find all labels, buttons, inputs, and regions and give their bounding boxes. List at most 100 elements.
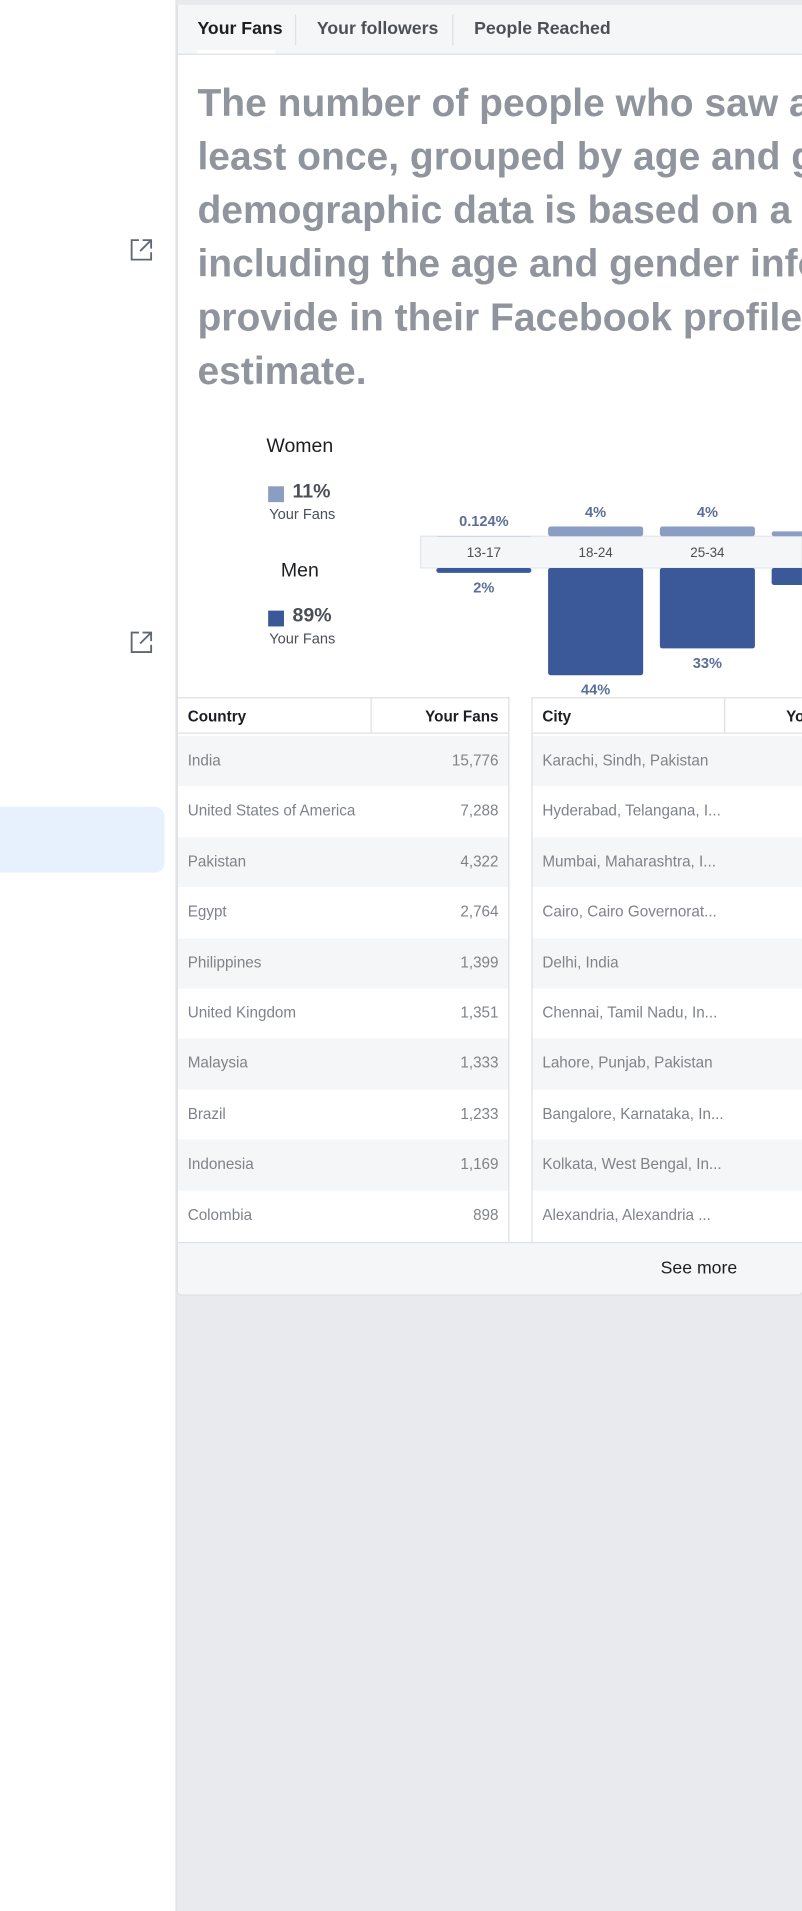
column-header: City bbox=[542, 708, 572, 726]
fan-count: 898 bbox=[473, 1206, 499, 1224]
country-name: Brazil bbox=[187, 1105, 226, 1123]
table-row bbox=[531, 887, 802, 938]
table-gap-border bbox=[508, 697, 510, 1242]
city-name: Karachi, Sindh, Pakistan bbox=[542, 751, 709, 770]
sidebar bbox=[0, 0, 177, 1911]
table-row bbox=[531, 736, 802, 787]
bar bbox=[771, 567, 802, 586]
country-name: Indonesia bbox=[187, 1155, 254, 1173]
value-label: 33% bbox=[693, 656, 722, 672]
bar bbox=[548, 567, 644, 676]
bar bbox=[771, 531, 802, 537]
description-line: least once, grouped by age and ge bbox=[197, 134, 802, 178]
value-label: 0.124% bbox=[459, 514, 509, 530]
bar bbox=[659, 526, 755, 537]
country-name: United States of America bbox=[187, 802, 356, 820]
description-line: demographic data is based on a n bbox=[197, 187, 802, 232]
city-name: Kolkata, West Bengal, In... bbox=[542, 1155, 722, 1173]
country-table-header-divider bbox=[370, 697, 372, 733]
selected-nav-item[interactable] bbox=[0, 806, 165, 873]
table-row bbox=[177, 1038, 510, 1090]
category-label: 13-17 bbox=[467, 545, 501, 560]
fan-count: 1,233 bbox=[460, 1105, 499, 1123]
fan-count: 1,333 bbox=[460, 1054, 499, 1072]
tab[interactable]: Your followers bbox=[316, 19, 439, 40]
city-table-header-divider bbox=[723, 697, 726, 733]
tab[interactable]: Your Fans bbox=[197, 19, 283, 40]
tab-underline bbox=[197, 49, 276, 54]
external-link-icon[interactable] bbox=[129, 238, 153, 262]
country-name: Pakistan bbox=[187, 852, 247, 870]
fan-count: 15,776 bbox=[451, 751, 499, 770]
fan-count: 2,764 bbox=[460, 903, 499, 921]
see-more-link[interactable]: See more bbox=[660, 1259, 738, 1279]
legend-swatch bbox=[268, 486, 284, 503]
city-name: Mumbai, Maharashtra, I... bbox=[542, 852, 716, 870]
city-name: Alexandria, Alexandria ... bbox=[542, 1206, 711, 1224]
table-row bbox=[531, 1089, 802, 1140]
tab-bar bbox=[177, 4, 802, 55]
bar bbox=[548, 526, 644, 537]
city-name: Cairo, Cairo Governorat... bbox=[542, 903, 717, 921]
legend-swatch bbox=[268, 610, 284, 627]
country-name: Colombia bbox=[187, 1206, 253, 1224]
fan-count: 1,351 bbox=[460, 1004, 499, 1022]
description-line: estimate. bbox=[197, 348, 367, 393]
fan-count: 7,288 bbox=[460, 802, 499, 820]
table-row bbox=[531, 988, 802, 1039]
column-header: Your Fans bbox=[425, 708, 499, 726]
fan-count: 1,399 bbox=[460, 953, 499, 971]
country-name: India bbox=[187, 751, 221, 770]
city-name: Chennai, Tamil Nadu, In... bbox=[542, 1004, 718, 1022]
table-row bbox=[177, 937, 510, 989]
table-row bbox=[177, 1089, 510, 1140]
tab-separator bbox=[452, 14, 454, 46]
column-header: Your Fans bbox=[786, 708, 802, 726]
card: Your Fans Your followers People Reached The… bbox=[176, 4, 802, 1296]
value-label: 2% bbox=[473, 580, 494, 596]
fan-count: 4,322 bbox=[460, 852, 499, 870]
table-row bbox=[177, 988, 510, 1039]
value-label: 4% bbox=[585, 505, 606, 521]
bar bbox=[436, 567, 532, 573]
table-row bbox=[531, 937, 802, 989]
country-name: Egypt bbox=[187, 903, 227, 921]
description-line: including the age and gender info bbox=[197, 241, 802, 286]
table-row bbox=[177, 736, 510, 787]
country-name: United Kingdom bbox=[187, 1004, 297, 1022]
category-label: 25-34 bbox=[690, 545, 725, 560]
city-name: Bangalore, Karnataka, In... bbox=[542, 1105, 724, 1123]
table-gap-border bbox=[531, 697, 533, 1242]
footer bbox=[177, 1241, 802, 1295]
table-row bbox=[531, 1139, 802, 1191]
table-row bbox=[531, 837, 802, 888]
value-label: 44% bbox=[581, 683, 610, 699]
table-row bbox=[177, 1190, 510, 1241]
country-table-header bbox=[177, 697, 510, 734]
category-label: 18-24 bbox=[579, 545, 614, 560]
description-line: provide in their Facebook profiles bbox=[197, 294, 802, 339]
description-line: The number of people who saw an bbox=[197, 80, 802, 125]
tab[interactable]: People Reached bbox=[474, 19, 611, 40]
city-name: Hyderabad, Telangana, I... bbox=[542, 802, 721, 820]
fan-count: 1,169 bbox=[460, 1155, 499, 1173]
city-name: Delhi, India bbox=[542, 953, 619, 971]
external-link-icon[interactable] bbox=[129, 630, 153, 654]
legend-share: 89% bbox=[292, 605, 332, 627]
bar bbox=[659, 567, 755, 649]
age-gender-chart: 13-17 18-24 25-34 0.124% 4% 4% 2% 44% 33% bbox=[419, 505, 802, 699]
table-row bbox=[177, 837, 510, 888]
column-header: Country bbox=[187, 708, 247, 726]
city-name: Lahore, Punjab, Pakistan bbox=[542, 1054, 713, 1072]
table-row bbox=[531, 1038, 802, 1090]
table-row bbox=[177, 1139, 510, 1191]
table-row bbox=[177, 786, 510, 838]
value-label: 4% bbox=[697, 505, 718, 521]
table-row bbox=[531, 1190, 802, 1241]
table-row bbox=[177, 887, 510, 938]
country-name: Malaysia bbox=[187, 1054, 248, 1072]
city-table-header bbox=[531, 697, 802, 734]
table-row bbox=[531, 786, 802, 838]
